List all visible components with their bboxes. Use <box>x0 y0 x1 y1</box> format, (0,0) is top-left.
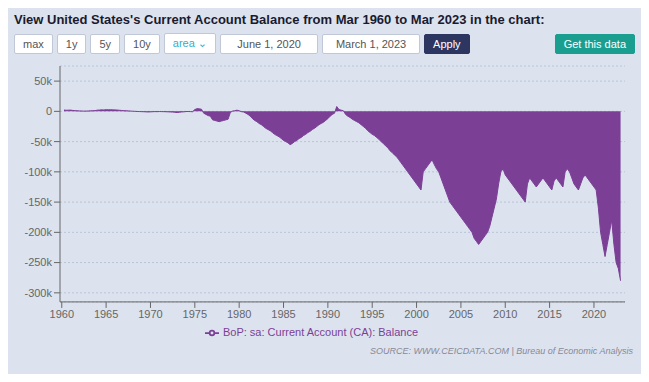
svg-text:1990: 1990 <box>316 308 340 320</box>
html-text:area ⌄: area ⌄ <box>172 37 208 49</box>
svg-text:-50k: -50k <box>31 136 53 148</box>
html-text:Apply: Apply <box>433 37 461 50</box>
svg-text:1975: 1975 <box>183 308 207 320</box>
svg-text:-200k: -200k <box>24 226 52 238</box>
svg-text:2010: 2010 <box>493 308 517 320</box>
svg-text:1960: 1960 <box>50 308 74 320</box>
svg-text:-100k: -100k <box>24 166 52 178</box>
html-text:BoP: sa: Current Account (CA):: BoP: sa: Current Account (CA): Balance <box>223 325 418 338</box>
html-text:max: max <box>23 37 44 50</box>
svg-text:2000: 2000 <box>404 308 428 320</box>
html-text:Get this data: Get this data <box>563 37 626 50</box>
html-text:June 1, 2020: June 1, 2020 <box>237 37 301 50</box>
svg-text:1995: 1995 <box>360 308 384 320</box>
svg-text:-150k: -150k <box>24 196 52 208</box>
html-text:View United States's Current A: View United States's Current Account Bal… <box>14 12 545 27</box>
html-text:1y: 1y <box>65 37 78 50</box>
svg-text:-300k: -300k <box>24 287 52 299</box>
html-text:SOURCE: WWW.CEICDATA.COM | Bur: SOURCE: WWW.CEICDATA.COM | Bureau of Eco… <box>370 346 633 356</box>
svg-text:-250k: -250k <box>24 256 52 268</box>
html-text:10y: 10y <box>133 37 151 50</box>
svg-text:2005: 2005 <box>449 308 473 320</box>
svg-text:0: 0 <box>46 105 52 117</box>
svg-text:2015: 2015 <box>537 308 561 320</box>
html-text:5y: 5y <box>99 37 111 50</box>
svg-text:1970: 1970 <box>138 308 162 320</box>
svg-text:50k: 50k <box>34 75 52 87</box>
html-text:March 1, 2023: March 1, 2023 <box>335 37 407 50</box>
svg-text:1965: 1965 <box>94 308 118 320</box>
svg-text:1985: 1985 <box>271 308 295 320</box>
svg-text:1980: 1980 <box>227 308 251 320</box>
svg-text:2020: 2020 <box>582 308 606 320</box>
